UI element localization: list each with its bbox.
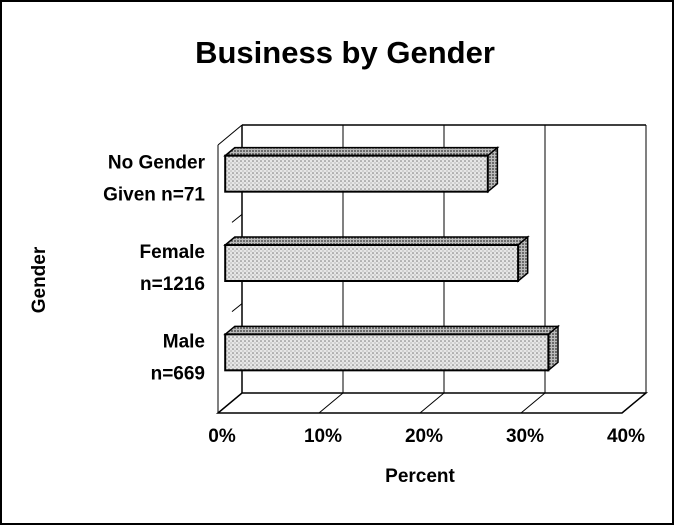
y-tick-label: Given n=71 — [103, 185, 205, 206]
floor-grid-line — [520, 392, 546, 414]
bar-end — [517, 235, 529, 283]
bar — [224, 154, 489, 193]
x-axis-label: Percent — [385, 466, 455, 487]
floor-grid-line — [318, 392, 344, 414]
y-tick-label: Female — [140, 242, 205, 263]
bar — [224, 333, 550, 372]
bar-top — [223, 325, 561, 336]
x-tick-label: 10% — [304, 426, 342, 447]
bar-end — [547, 324, 559, 372]
x-tick-label: 30% — [506, 426, 544, 447]
y-tick-label: No Gender — [108, 153, 206, 174]
category-tick — [231, 213, 243, 223]
y-tick-label: Male — [163, 331, 205, 352]
bar — [224, 244, 520, 282]
x-tick-label: 20% — [405, 426, 443, 447]
category-tick — [231, 303, 243, 313]
floor-grid-line — [217, 392, 243, 414]
y-tick-label: n=1216 — [140, 274, 205, 295]
left-wall-top — [217, 124, 243, 146]
floor-grid-line — [419, 392, 445, 414]
bar-top — [223, 146, 500, 157]
y-axis-label: Gender — [29, 246, 50, 313]
y-tick-label: n=669 — [151, 363, 205, 384]
chart-title: Business by Gender — [195, 35, 495, 70]
x-tick-label: 0% — [208, 426, 236, 447]
bar-end — [487, 146, 499, 194]
plot: 0% 10% 20% 30% 40% No Gender Given n=71 Female n… — [103, 124, 649, 447]
bar-top — [223, 236, 530, 246]
x-tick-label: 40% — [607, 426, 645, 447]
floor-grid-line — [621, 392, 647, 414]
